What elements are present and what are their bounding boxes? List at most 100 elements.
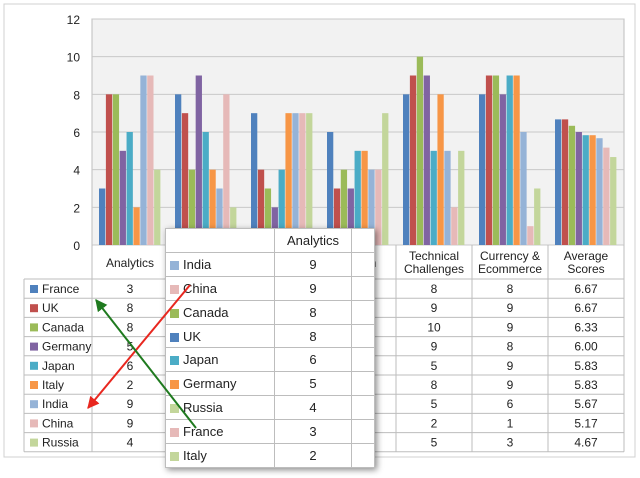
legend-entry: China <box>42 416 74 430</box>
bar-france <box>327 132 334 245</box>
data-label: 5.67 <box>574 397 598 411</box>
inset-value-cell: 9 <box>274 251 352 277</box>
data-label: 5 <box>431 397 438 411</box>
bar-uk <box>181 113 189 246</box>
legend-swatch <box>30 304 38 313</box>
bar-russia <box>306 113 313 246</box>
inset-value-cell: 8 <box>274 299 352 325</box>
inset-row: China 9 <box>165 275 375 301</box>
inset-extra-cell <box>351 347 375 373</box>
inset-country-cell: France <box>165 419 275 445</box>
bar-japan <box>126 132 133 245</box>
bar-china <box>527 226 534 245</box>
bar-india <box>596 138 603 245</box>
inset-country-cell: Canada <box>165 299 275 325</box>
data-label: 8 <box>507 340 514 354</box>
data-label: 5 <box>431 359 438 373</box>
bar-china <box>375 169 382 245</box>
legend-swatch <box>30 342 38 351</box>
bar-uk <box>409 75 417 245</box>
bar-canada <box>188 169 196 245</box>
bar-canada <box>264 188 272 245</box>
inset-country-cell: China <box>165 275 275 301</box>
bar-india <box>368 169 375 245</box>
bar-uk <box>257 169 265 245</box>
y-tick-label: 8 <box>73 88 80 102</box>
legend-swatch <box>30 419 38 428</box>
bar-china <box>451 207 458 245</box>
inset-value-cell: 8 <box>274 323 352 349</box>
inset-country-cell: UK <box>165 323 275 349</box>
inset-extra-cell <box>351 395 375 421</box>
inset-swatch <box>170 452 179 462</box>
data-label: 9 <box>507 301 514 315</box>
inset-country-name: Japan <box>183 352 219 368</box>
legend-entry: Russia <box>42 436 79 450</box>
inset-value-cell: 4 <box>274 395 352 421</box>
data-label: 3 <box>127 282 134 296</box>
inset-country-name: UK <box>183 328 202 344</box>
bar-italy <box>133 207 140 245</box>
bar-france <box>251 113 258 246</box>
y-tick-label: 6 <box>73 126 80 140</box>
legend-entry: Germany <box>42 340 91 354</box>
bar-russia <box>458 150 465 245</box>
legend-swatch <box>30 400 38 409</box>
data-label: 9 <box>431 340 438 354</box>
data-label: 3 <box>507 436 514 450</box>
data-label: 4.67 <box>574 436 598 450</box>
data-label: 5 <box>431 436 438 450</box>
inset-country-name: Germany <box>183 376 237 392</box>
bar-italy <box>361 150 368 245</box>
inset-value-cell: 2 <box>274 443 352 468</box>
data-label: 6.00 <box>574 340 598 354</box>
data-label: 8 <box>127 320 134 334</box>
inset-header-extra <box>351 228 375 253</box>
bar-india <box>520 132 527 245</box>
bar-italy <box>285 113 292 246</box>
bar-russia <box>534 188 541 245</box>
inset-extra-cell <box>351 371 375 397</box>
legend-entry: India <box>42 397 68 411</box>
data-label: 5.83 <box>574 378 598 392</box>
legend-entry: Japan <box>42 359 75 373</box>
data-label: 5.17 <box>574 416 598 430</box>
legend-swatch <box>30 285 38 293</box>
data-label: 1 <box>507 416 514 430</box>
inset-country-name: France <box>183 424 224 440</box>
bar-canada <box>416 56 424 245</box>
data-label: 9 <box>127 416 134 430</box>
bar-canada <box>492 75 500 245</box>
bar-canada <box>112 94 120 245</box>
bar-italy <box>437 94 444 245</box>
data-label: 9 <box>127 397 134 411</box>
inset-swatch <box>170 404 179 414</box>
inset-row: Italy 2 <box>165 443 375 468</box>
bar-germany <box>575 132 582 245</box>
bar-italy <box>513 75 520 245</box>
bar-germany <box>271 207 278 245</box>
inset-country-name: Russia <box>183 400 223 416</box>
bar-russia <box>610 157 617 245</box>
data-label: 8 <box>507 282 514 296</box>
data-label: 5 <box>127 340 134 354</box>
data-label: 8 <box>431 378 438 392</box>
inset-country-name: India <box>183 256 212 272</box>
inset-country-cell: Japan <box>165 347 275 373</box>
bar-china <box>147 75 154 245</box>
legend-swatch <box>30 323 38 332</box>
inset-country-name: Canada <box>183 304 229 320</box>
inset-row: Russia 4 <box>165 395 375 421</box>
inset-country-cell: Italy <box>165 443 275 468</box>
inset-extra-cell <box>351 419 375 445</box>
bar-france <box>479 94 486 245</box>
bar-canada <box>568 125 576 245</box>
bar-japan <box>430 150 437 245</box>
data-label: 6.67 <box>574 301 598 315</box>
bar-france <box>555 119 562 245</box>
inset-swatch <box>170 308 179 318</box>
inset-swatch <box>170 260 179 270</box>
y-tick-label: 0 <box>73 239 80 253</box>
bar-india <box>216 188 223 245</box>
bar-uk <box>105 94 113 245</box>
